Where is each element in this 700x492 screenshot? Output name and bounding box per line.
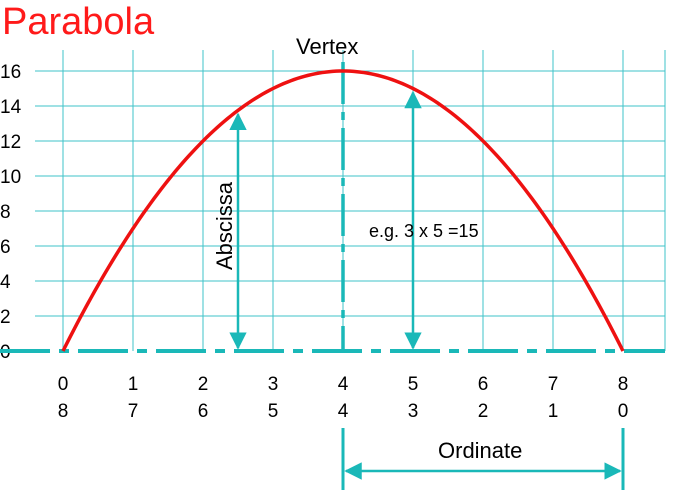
y-tick-label: 12 (0, 132, 21, 153)
x-tick-label-bottom: 7 (128, 401, 139, 422)
x-tick-label-bottom: 4 (338, 401, 349, 422)
example-label: e.g. 3 x 5 =15 (369, 221, 479, 241)
ordinate-label: Ordinate (438, 438, 522, 463)
y-tick-label: 10 (0, 167, 21, 188)
x-tick-label-bottom: 5 (268, 401, 279, 422)
parabola-curve (61, 69, 625, 352)
x-tick-label-bottom: 0 (618, 401, 629, 422)
x-tick-label-top: 8 (618, 374, 629, 395)
y-tick-label: 14 (0, 97, 22, 118)
x-tick-label-bottom: 6 (198, 401, 209, 422)
y-tick-label: 8 (0, 202, 11, 223)
x-tick-label-top: 4 (338, 374, 349, 395)
y-tick-label: 6 (0, 237, 11, 258)
x-tick-label-top: 7 (548, 374, 559, 395)
x-tick-label-top: 0 (58, 374, 69, 395)
x-tick-label-top: 3 (268, 374, 279, 395)
y-tick-label: 4 (0, 272, 11, 293)
x-tick-label-bottom: 3 (408, 401, 419, 422)
grid (35, 50, 666, 351)
x-tick-label-top: 1 (128, 374, 139, 395)
y-tick-label: 16 (0, 62, 21, 83)
y-tick-label: 2 (0, 307, 11, 328)
x-axis-ticks: 0 1 2 3 4 5 6 7 8 8 7 6 5 4 3 2 1 0 (58, 374, 629, 422)
y-axis-ticks: 0246810121416 (0, 62, 22, 363)
abscissa-label: Abscissa (212, 181, 237, 270)
vertex-label: Vertex (296, 34, 358, 59)
diagram-title: Parabola (2, 1, 155, 43)
x-tick-label-top: 5 (408, 374, 419, 395)
x-tick-label-bottom: 1 (548, 401, 559, 422)
x-tick-label-top: 6 (478, 374, 489, 395)
x-tick-label-bottom: 8 (58, 401, 69, 422)
x-tick-label-top: 2 (198, 374, 209, 395)
x-tick-label-bottom: 2 (478, 401, 489, 422)
